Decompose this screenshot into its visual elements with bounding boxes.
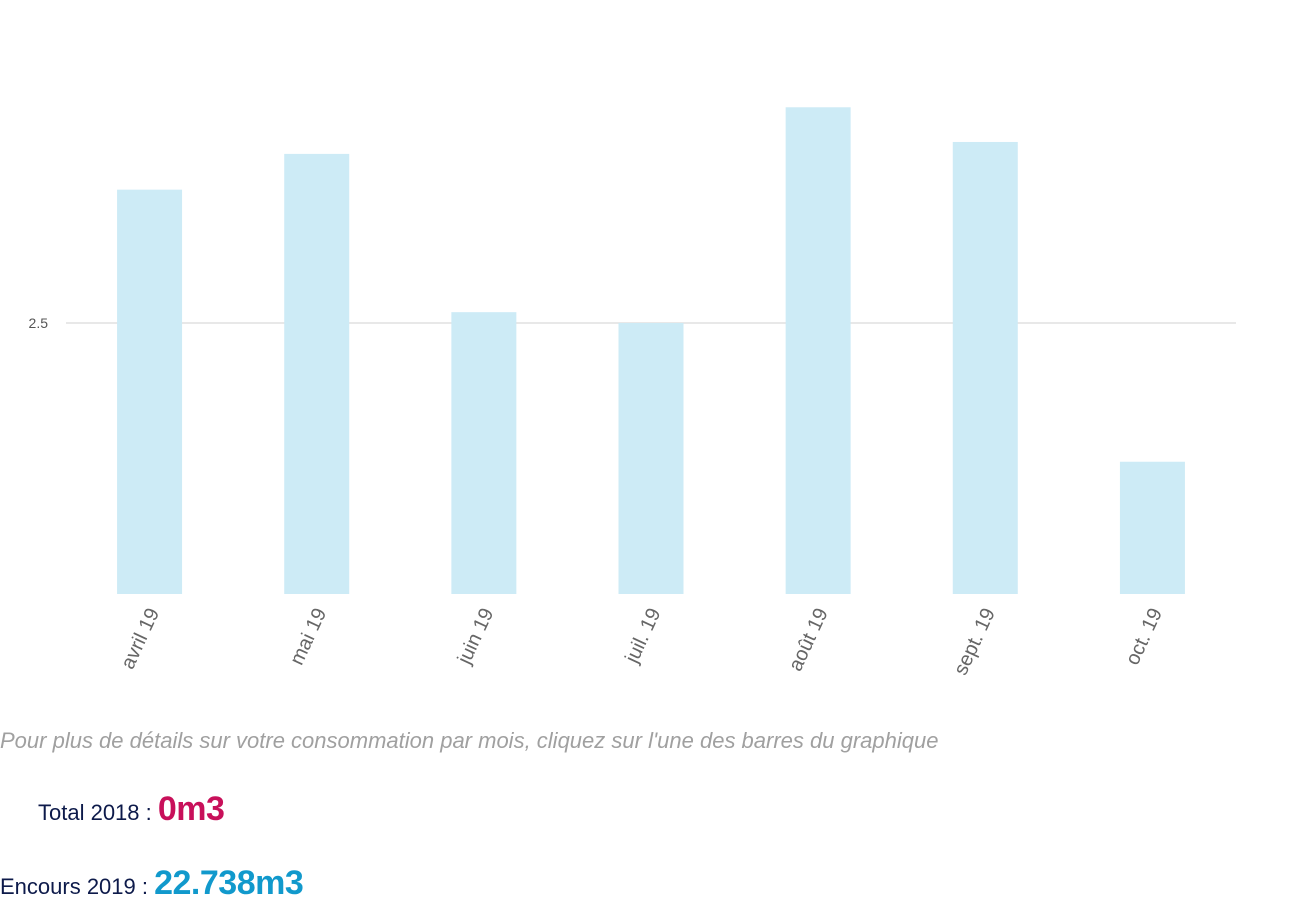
x-axis-label: août 19 <box>785 605 833 675</box>
x-axis-labels: avril 19 mai 19 juin 19 juil. 19 août 19 sept… <box>117 605 1167 679</box>
y-axis-ticks: 2.5 <box>29 315 49 331</box>
bar[interactable] <box>952 141 1018 595</box>
bar[interactable] <box>284 153 350 594</box>
x-axis-label: juin 19 <box>453 605 498 669</box>
y-tick-label: 2.5 <box>29 315 49 331</box>
total-2019-value: 22.738m3 <box>154 864 304 902</box>
total-2019-row: Encours 2019 : 22.738m3 <box>0 864 304 903</box>
bar[interactable] <box>117 189 183 594</box>
total-2018-row: Total 2018 : 0m3 <box>38 790 225 829</box>
total-2018-label: Total 2018 : <box>38 800 158 825</box>
chart-hint-text: Pour plus de détails sur votre consommat… <box>0 728 939 753</box>
x-axis-label: avril 19 <box>117 605 164 673</box>
bars <box>117 107 1185 595</box>
total-2018-value: 0m3 <box>157 790 225 828</box>
x-axis-label: juil. 19 <box>621 605 666 668</box>
total-2019-label: Encours 2019 : <box>0 874 155 899</box>
consumption-bar-chart: 2.5 avril 19 mai 19 juin 19 juil. 19 août 19… <box>29 107 1236 679</box>
bar[interactable] <box>785 107 851 594</box>
x-axis-label: sept. 19 <box>950 605 1000 679</box>
x-axis-label: oct. 19 <box>1122 605 1167 669</box>
bar[interactable] <box>618 323 684 594</box>
bar[interactable] <box>1119 461 1185 594</box>
bar[interactable] <box>451 312 517 594</box>
x-axis-label: mai 19 <box>286 605 331 669</box>
